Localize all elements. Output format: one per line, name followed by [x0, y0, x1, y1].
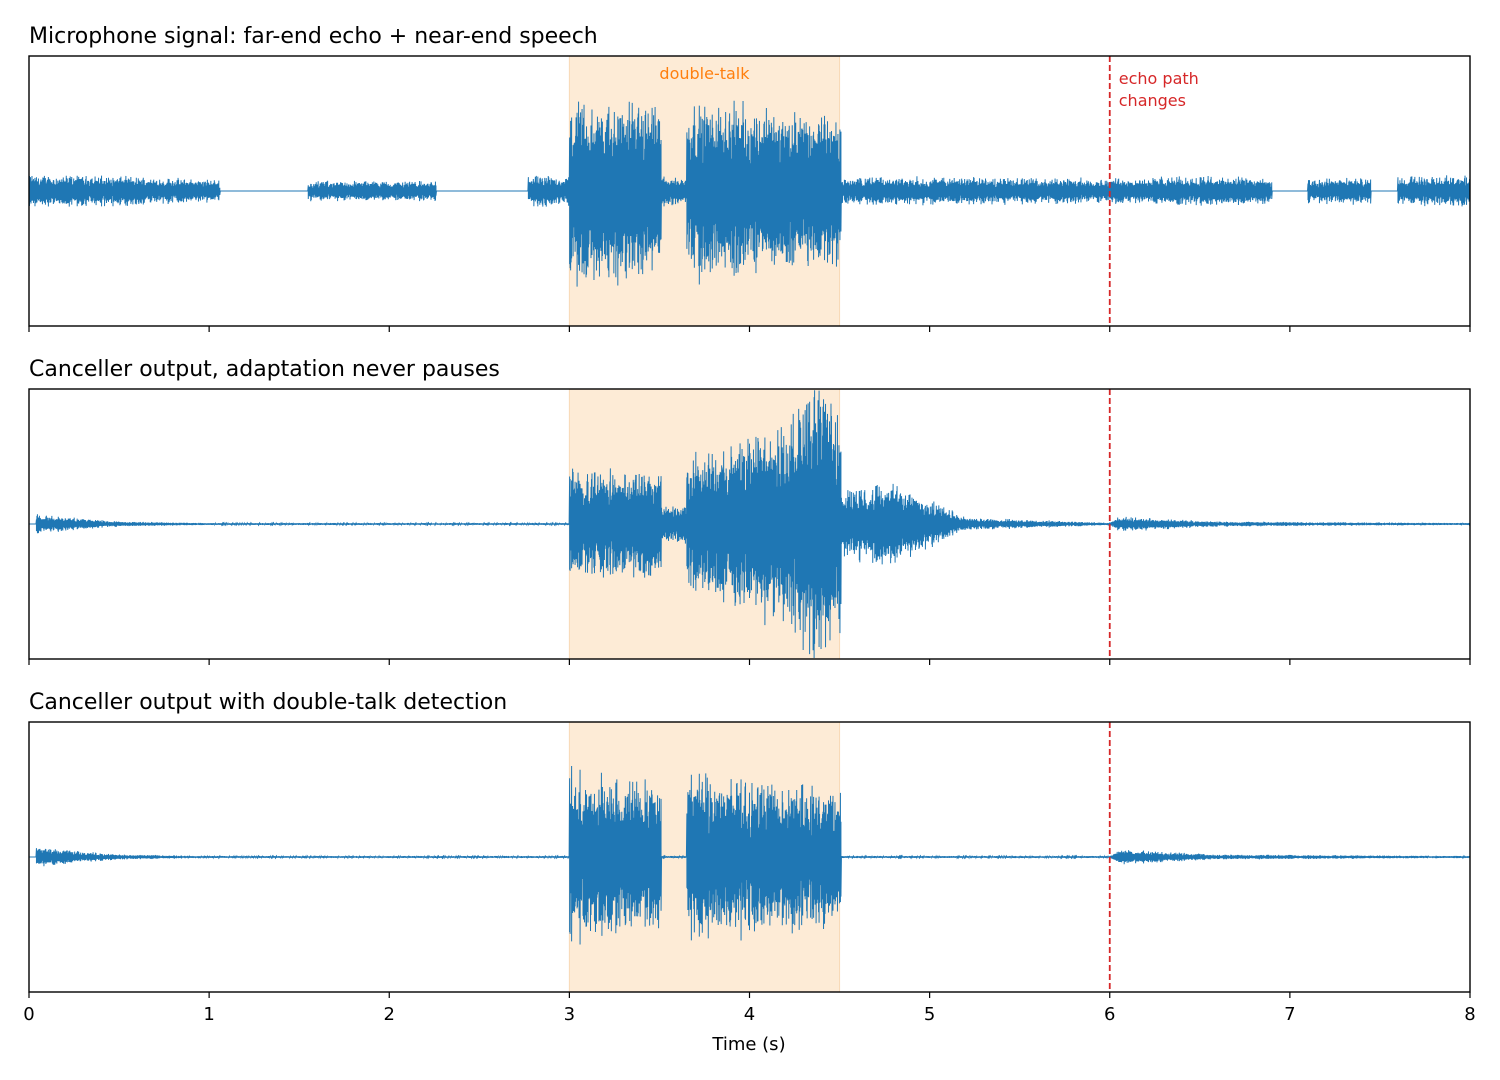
echo-path-annotation-line1: echo path: [1119, 69, 1199, 88]
x-tick-label-5: 5: [924, 1004, 935, 1025]
panel-microphone-signal: Microphone signal: far-end echo + near-e…: [28, 24, 1471, 332]
panel-title: Canceller output, adaptation never pause…: [29, 357, 500, 382]
x-tick-label-7: 7: [1284, 1004, 1295, 1025]
x-tick-label-3: 3: [564, 1004, 575, 1025]
x-tick-label-6: 6: [1104, 1004, 1115, 1025]
x-ticks: [28, 992, 1471, 998]
x-tick-label-1: 1: [203, 1004, 214, 1025]
waveform-trace: [29, 390, 1471, 658]
waveform-trace: [29, 765, 1471, 945]
x-tick-label-8: 8: [1464, 1004, 1475, 1025]
x-ticks: [28, 326, 1471, 332]
x-ticks: [28, 659, 1471, 665]
x-axis-label: Time (s): [711, 1034, 785, 1055]
waveform-trace: [28, 100, 1471, 287]
panel-dtd-output: Canceller output with double-talk detect…: [23, 690, 1475, 1025]
x-tick-label-2: 2: [384, 1004, 395, 1025]
panel-title: Microphone signal: far-end echo + near-e…: [29, 24, 598, 49]
x-tick-label-4: 4: [744, 1004, 755, 1025]
panel-no-pause-output: Canceller output, adaptation never pause…: [28, 357, 1471, 665]
double-talk-annotation: double-talk: [659, 64, 750, 83]
echo-path-annotation-line2: changes: [1119, 91, 1186, 110]
x-tick-label-0: 0: [23, 1004, 34, 1025]
panel-title: Canceller output with double-talk detect…: [29, 690, 507, 715]
x-tick-labels: 0 1 2 3 4 5 6 7 8: [23, 1004, 1475, 1025]
